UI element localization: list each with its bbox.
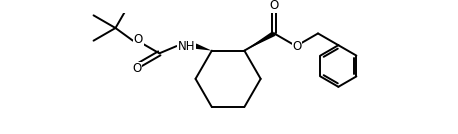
Text: O: O bbox=[292, 40, 302, 53]
Polygon shape bbox=[195, 44, 212, 51]
Polygon shape bbox=[245, 31, 276, 51]
Text: O: O bbox=[132, 62, 141, 75]
Text: O: O bbox=[269, 0, 279, 12]
Text: NH: NH bbox=[178, 40, 195, 53]
Text: O: O bbox=[134, 33, 143, 46]
